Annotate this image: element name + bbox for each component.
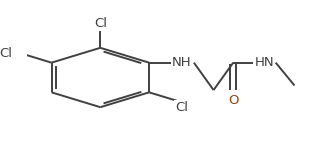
Text: HN: HN: [254, 56, 274, 69]
Text: NH: NH: [172, 56, 191, 69]
Text: O: O: [228, 94, 238, 107]
Text: Cl: Cl: [94, 17, 107, 30]
Text: Cl: Cl: [0, 47, 12, 60]
Text: Cl: Cl: [176, 101, 189, 114]
